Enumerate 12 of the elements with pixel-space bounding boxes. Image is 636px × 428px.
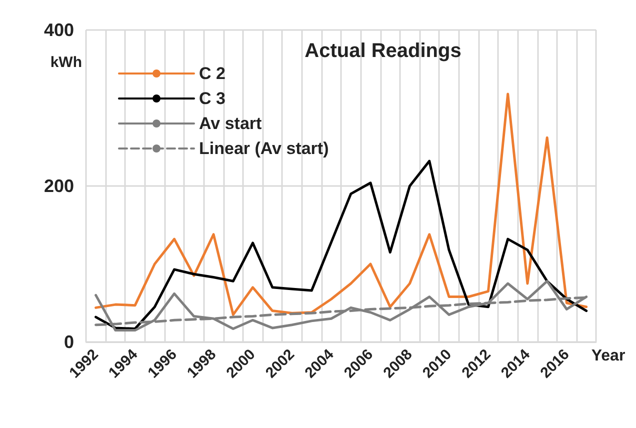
y-tick-label: 0 bbox=[64, 332, 74, 352]
legend-label: C 2 bbox=[199, 64, 226, 83]
x-axis-title: Year bbox=[591, 348, 626, 364]
legend-label: Linear (Av start) bbox=[199, 139, 329, 158]
legend-label: Av start bbox=[199, 114, 262, 133]
text: Actual Readings bbox=[304, 40, 462, 62]
line-series bbox=[94, 92, 588, 316]
y-axis-title: kWh bbox=[50, 54, 82, 71]
line-series bbox=[94, 160, 588, 330]
y-tick-label: 400 bbox=[44, 20, 74, 40]
legend-label: C 3 bbox=[199, 89, 226, 108]
y-tick-label: 200 bbox=[44, 176, 74, 196]
